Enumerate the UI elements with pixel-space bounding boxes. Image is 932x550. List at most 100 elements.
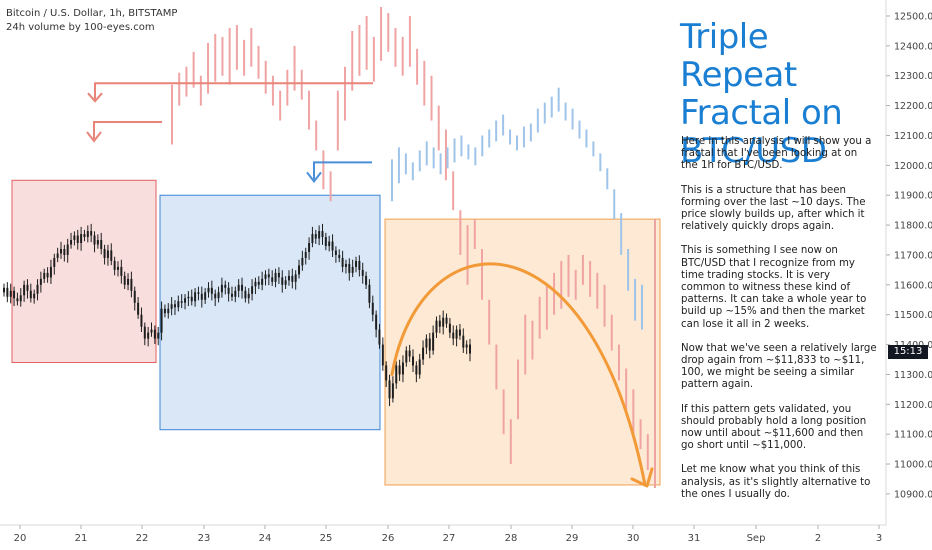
candle-body xyxy=(458,329,461,336)
price-tick-label: 11600.00 xyxy=(894,280,932,291)
candlestick xyxy=(200,286,203,308)
candle-body xyxy=(227,287,230,294)
candle-body xyxy=(368,284,371,303)
candlestick xyxy=(19,288,22,307)
candle-body xyxy=(127,278,130,285)
candlestick xyxy=(234,286,237,303)
candlestick xyxy=(160,301,163,341)
candlestick xyxy=(358,255,361,277)
candle-body xyxy=(318,231,321,239)
candle-body xyxy=(49,266,52,278)
candlestick xyxy=(274,268,277,288)
symbol-header: Bitcoin / U.S. Dollar, 1h, BITSTAMP xyxy=(6,8,178,19)
candlestick xyxy=(214,289,217,307)
indicator-header: 24h volume by 100-eyes.com xyxy=(6,22,155,33)
candle-body xyxy=(153,329,156,339)
time-tick-label: 26 xyxy=(382,533,395,544)
candle-body xyxy=(314,234,317,239)
candlestick xyxy=(163,304,166,318)
candle-body xyxy=(83,234,86,238)
candle-body xyxy=(137,302,140,315)
candlestick xyxy=(39,271,42,293)
candle-body xyxy=(167,308,170,314)
candlestick xyxy=(66,238,69,263)
candlestick xyxy=(59,241,62,259)
candle-body xyxy=(428,338,431,351)
candlestick xyxy=(318,225,321,246)
candlestick xyxy=(70,232,73,249)
candlestick xyxy=(187,291,190,307)
candle-body xyxy=(234,290,237,297)
candle-body xyxy=(465,344,468,348)
candle-body xyxy=(438,320,441,327)
time-tick-label: 22 xyxy=(136,533,149,544)
candlestick xyxy=(93,231,96,253)
candle-body xyxy=(150,329,153,333)
candle-body xyxy=(116,266,119,270)
candle-body xyxy=(187,296,190,299)
candle-body xyxy=(123,275,126,285)
candle-body xyxy=(214,293,217,299)
candlestick xyxy=(388,374,391,407)
candle-body xyxy=(86,231,89,238)
price-tick-label: 12500.00 xyxy=(894,12,932,23)
candle-body xyxy=(210,287,213,294)
candle-body xyxy=(341,257,344,267)
candle-body xyxy=(291,275,294,282)
candle-body xyxy=(120,266,123,276)
candle-body xyxy=(143,326,146,339)
candlestick xyxy=(53,253,56,275)
time-tick-label: 25 xyxy=(320,533,333,544)
candle-body xyxy=(204,292,207,300)
candlestick xyxy=(86,225,89,243)
price-tick-label: 12100.00 xyxy=(894,131,932,142)
candle-body xyxy=(100,240,103,249)
candlestick xyxy=(184,294,187,310)
candle-body xyxy=(76,235,79,244)
candle-body xyxy=(230,293,233,297)
blue-fractal-box xyxy=(159,194,381,431)
candle-body xyxy=(70,240,73,245)
candlestick xyxy=(328,235,331,252)
candlestick xyxy=(418,353,421,379)
candle-body xyxy=(39,278,42,285)
candlestick xyxy=(422,340,425,365)
candle-body xyxy=(33,293,36,299)
candlestick xyxy=(267,268,270,286)
candle-body xyxy=(395,365,398,384)
candle-body xyxy=(163,308,166,314)
candle-body xyxy=(304,251,307,258)
note-paragraph: Let me know what you think of this analy… xyxy=(681,464,871,500)
candle-body xyxy=(200,293,203,300)
candlestick xyxy=(36,279,39,301)
candle-body xyxy=(90,231,93,236)
candlestick xyxy=(355,256,358,273)
candle-body xyxy=(452,332,455,339)
candlestick xyxy=(13,286,16,307)
candle-body xyxy=(110,250,113,261)
candle-body xyxy=(381,344,384,366)
candlestick xyxy=(381,337,384,371)
candle-body xyxy=(412,356,415,366)
time-tick-label: 29 xyxy=(566,533,579,544)
candlestick xyxy=(133,286,136,311)
candlestick xyxy=(398,359,401,382)
red-level-line xyxy=(94,82,373,100)
candlestick xyxy=(375,310,378,338)
candle-body xyxy=(425,338,428,348)
candlestick xyxy=(167,303,170,319)
candlestick xyxy=(43,268,46,284)
candle-body xyxy=(355,260,358,267)
candle-body xyxy=(365,275,368,285)
candlestick xyxy=(157,326,160,346)
candlestick xyxy=(401,355,404,383)
candle-body xyxy=(261,278,264,285)
candlestick xyxy=(33,289,36,304)
candle-body xyxy=(177,301,180,308)
candlestick xyxy=(207,282,210,298)
candlestick xyxy=(217,286,220,303)
candle-body xyxy=(391,383,394,399)
candle-body xyxy=(224,284,227,288)
candle-body xyxy=(284,280,287,285)
